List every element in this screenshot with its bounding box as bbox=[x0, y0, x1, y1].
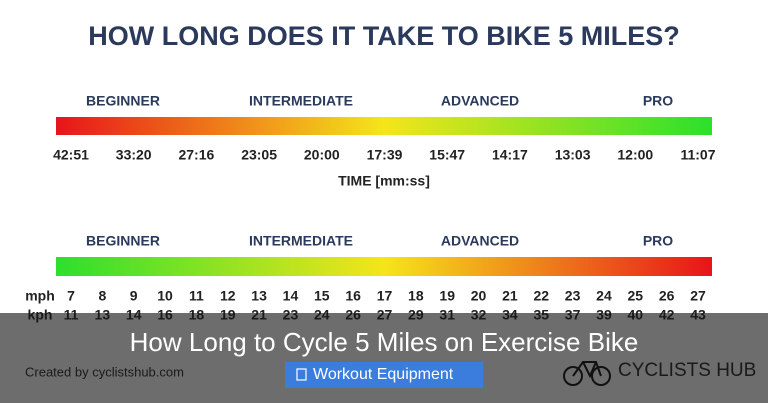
level-label: BEGINNER bbox=[86, 233, 160, 249]
caption: How Long to Cycle 5 Miles on Exercise Bi… bbox=[130, 327, 639, 357]
time-label: 13:03 bbox=[555, 147, 591, 163]
mph-value: 23 bbox=[565, 288, 581, 304]
mph-label: mph bbox=[25, 288, 55, 304]
mph-value: 13 bbox=[251, 288, 267, 304]
time-label: 15:47 bbox=[429, 147, 465, 163]
level-label: ADVANCED bbox=[441, 233, 519, 249]
mph-value: 11 bbox=[189, 288, 204, 304]
time-label: 33:20 bbox=[116, 147, 152, 163]
mph-value: 19 bbox=[439, 288, 455, 304]
mph-value: 17 bbox=[377, 288, 393, 304]
scale-labels: BEGINNER INTERMEDIATE ADVANCED PRO BEGINNER I… bbox=[53, 93, 716, 323]
mph-value: 26 bbox=[659, 288, 675, 304]
logo-text: CYCLISTS HUB bbox=[618, 360, 756, 381]
category-button[interactable]: Workout Equipment bbox=[285, 362, 483, 388]
mph-value: 20 bbox=[471, 288, 487, 304]
speed-gradient-bar bbox=[56, 257, 712, 276]
time-label: 17:39 bbox=[367, 147, 403, 163]
level-label: PRO bbox=[643, 93, 673, 109]
time-label: 27:16 bbox=[178, 147, 214, 163]
level-label: INTERMEDIATE bbox=[249, 93, 353, 109]
mph-value: 27 bbox=[690, 288, 706, 304]
button-bg[interactable] bbox=[285, 362, 483, 388]
mph-value: 25 bbox=[628, 288, 644, 304]
time-label: 11:07 bbox=[680, 147, 715, 163]
time-label: 20:00 bbox=[304, 147, 340, 163]
mph-value: 22 bbox=[533, 288, 549, 304]
mph-value: 18 bbox=[408, 288, 424, 304]
mph-value: 8 bbox=[98, 288, 106, 304]
mph-value: 7 bbox=[67, 288, 75, 304]
level-label: BEGINNER bbox=[86, 93, 160, 109]
time-gradient-bar bbox=[56, 117, 712, 135]
time-label: 12:00 bbox=[617, 147, 653, 163]
title: HOW LONG DOES IT TAKE TO BIKE 5 MILES? bbox=[88, 21, 680, 51]
button-icon bbox=[296, 368, 307, 381]
mph-value: 12 bbox=[220, 288, 236, 304]
time-axis-label: TIME [mm:ss] bbox=[338, 173, 430, 189]
button-label[interactable]: Workout Equipment bbox=[313, 366, 454, 383]
mph-value: 14 bbox=[283, 288, 299, 304]
logo: CYCLISTS HUB bbox=[563, 360, 756, 386]
level-label: ADVANCED bbox=[441, 93, 519, 109]
mph-value: 24 bbox=[596, 288, 612, 304]
time-label: 42:51 bbox=[53, 147, 89, 163]
mph-value: 15 bbox=[314, 288, 330, 304]
time-label: 14:17 bbox=[492, 147, 528, 163]
mph-value: 9 bbox=[130, 288, 138, 304]
time-label: 23:05 bbox=[241, 147, 277, 163]
level-label: PRO bbox=[643, 233, 673, 249]
mph-value: 21 bbox=[502, 288, 518, 304]
credit: Created by cyclistshub.com bbox=[25, 364, 184, 379]
mph-value: 10 bbox=[157, 288, 173, 304]
mph-value: 16 bbox=[345, 288, 361, 304]
level-label: INTERMEDIATE bbox=[249, 233, 353, 249]
